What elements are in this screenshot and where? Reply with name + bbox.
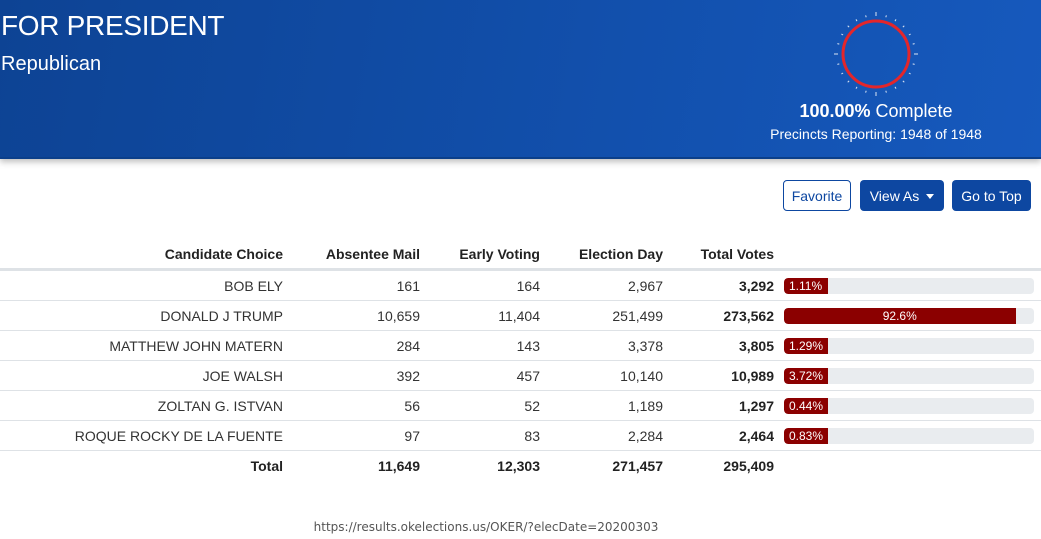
- absentee-votes: 161: [283, 269, 420, 301]
- favorite-button[interactable]: Favorite: [783, 180, 851, 211]
- percent-bar: 3.72%: [784, 367, 1034, 384]
- early-votes: 164: [420, 269, 540, 301]
- col-absentee: Absentee Mail: [283, 240, 420, 271]
- candidate-name: MATTHEW JOHN MATERN: [0, 330, 283, 361]
- table-row: BOB ELY 161 164 2,967 3,292 1.11%: [0, 269, 1041, 301]
- election-day-votes: 2,284: [540, 420, 663, 451]
- total-row: Total 11,649 12,303 271,457 295,409: [0, 451, 1041, 482]
- candidate-name: DONALD J TRUMP: [0, 300, 283, 331]
- percent-bar: 0.44%: [784, 397, 1034, 414]
- early-votes: 11,404: [420, 300, 540, 331]
- early-votes: 143: [420, 330, 540, 361]
- table-header-row: Candidate Choice Absentee Mail Early Vot…: [0, 240, 1041, 271]
- col-early: Early Voting: [420, 240, 540, 271]
- percent-fill: 92.6%: [784, 307, 1016, 324]
- total-votes: 295,409: [723, 458, 774, 474]
- col-total: Total Votes: [663, 240, 774, 271]
- precincts-reporting: Precincts Reporting: 1948 of 1948: [770, 126, 982, 142]
- progress-gauge-icon: [834, 12, 918, 96]
- col-election-day: Election Day: [540, 240, 663, 271]
- percent-bar: 92.6%: [784, 307, 1034, 324]
- total-absentee: 11,649: [377, 458, 420, 474]
- candidate-name: JOE WALSH: [0, 360, 283, 391]
- col-bar: [774, 240, 1041, 271]
- absentee-votes: 284: [283, 330, 420, 361]
- early-votes: 52: [420, 390, 540, 421]
- table-row: ROQUE ROCKY DE LA FUENTE 97 83 2,284 2,464 0.…: [0, 420, 1041, 451]
- view-as-dropdown[interactable]: View As: [860, 180, 944, 211]
- absentee-votes: 56: [283, 390, 420, 421]
- candidate-name: BOB ELY: [0, 269, 283, 301]
- percent-fill: 0.83%: [784, 427, 828, 444]
- percent-fill: 1.29%: [784, 337, 828, 354]
- percent-fill: 0.44%: [784, 397, 828, 414]
- total-votes: 273,562: [663, 300, 774, 331]
- total-label: Total: [250, 458, 283, 474]
- candidate-name: ZOLTAN G. ISTVAN: [0, 390, 283, 421]
- race-title: FOR PRESIDENT: [1, 10, 225, 41]
- complete-label: Complete: [875, 101, 953, 121]
- total-votes: 3,292: [663, 269, 774, 301]
- absentee-votes: 97: [283, 420, 420, 451]
- results-table: Candidate Choice Absentee Mail Early Vot…: [0, 240, 1041, 481]
- early-votes: 457: [420, 360, 540, 391]
- absentee-votes: 10,659: [283, 300, 420, 331]
- table-row: DONALD J TRUMP 10,659 11,404 251,499 273,562…: [0, 300, 1041, 331]
- table-row: JOE WALSH 392 457 10,140 10,989 3.72%: [0, 360, 1041, 391]
- total-votes: 2,464: [663, 420, 774, 451]
- percent-bar: 1.11%: [784, 277, 1034, 294]
- election-day-votes: 1,189: [540, 390, 663, 421]
- total-votes: 10,989: [663, 360, 774, 391]
- page-url: https://results.okelections.us/OKER/?ele…: [313, 520, 659, 534]
- early-votes: 83: [420, 420, 540, 451]
- total-election-day: 271,457: [612, 458, 663, 474]
- election-day-votes: 251,499: [540, 300, 663, 331]
- table-row: MATTHEW JOHN MATERN 284 143 3,378 3,805 1.29%: [0, 330, 1041, 361]
- go-to-top-button[interactable]: Go to Top: [952, 180, 1031, 211]
- election-day-votes: 2,967: [540, 269, 663, 301]
- percent-bar: 1.29%: [784, 337, 1034, 354]
- view-as-label: View As: [869, 187, 920, 204]
- caret-down-icon: [926, 193, 935, 199]
- total-votes: 1,297: [663, 390, 774, 421]
- election-day-votes: 10,140: [540, 360, 663, 391]
- total-early: 12,303: [497, 458, 540, 474]
- election-day-votes: 3,378: [540, 330, 663, 361]
- percent-bar: 0.83%: [784, 427, 1034, 444]
- candidate-name: ROQUE ROCKY DE LA FUENTE: [0, 420, 283, 451]
- complete-status: 100.00% Complete: [770, 101, 982, 122]
- percent-fill: 3.72%: [784, 367, 828, 384]
- col-candidate: Candidate Choice: [0, 240, 283, 271]
- race-header: FOR PRESIDENT Republican 100.00% Complet…: [0, 0, 1041, 159]
- table-row: ZOLTAN G. ISTVAN 56 52 1,189 1,297 0.44%: [0, 390, 1041, 421]
- total-votes: 3,805: [663, 330, 774, 361]
- percent-fill: 1.11%: [784, 277, 828, 294]
- absentee-votes: 392: [283, 360, 420, 391]
- party-label: Republican: [1, 53, 102, 75]
- complete-percent: 100.00%: [799, 101, 871, 121]
